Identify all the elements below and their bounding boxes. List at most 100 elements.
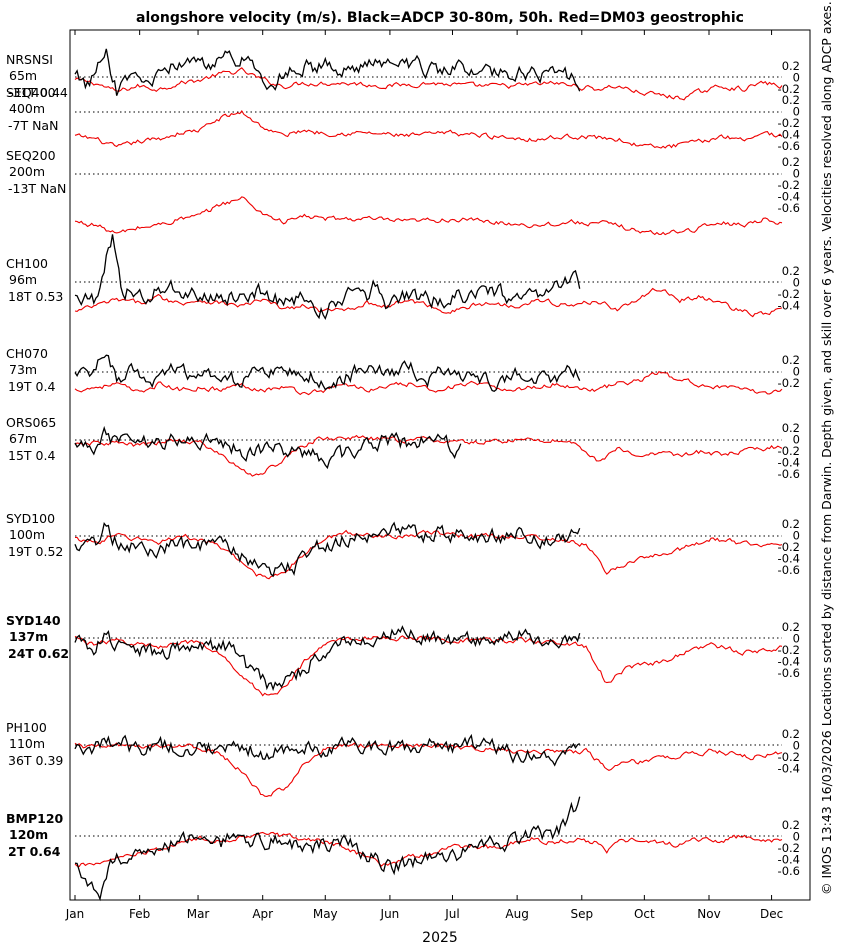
x-tick-label: May xyxy=(313,907,338,921)
y-tick-label: 0.2 xyxy=(782,59,800,73)
site-skill: -13T NaN xyxy=(8,181,66,196)
site-name: SEQ200 xyxy=(6,148,56,163)
y-tick-label: 0 xyxy=(793,830,800,844)
x-tick-label: Sep xyxy=(570,907,593,921)
site-name: SYD100 xyxy=(6,511,55,526)
y-tick-label: -0.4 xyxy=(778,853,800,867)
site-skill: 15T 0.4 xyxy=(8,448,55,463)
adcp-series xyxy=(74,48,581,96)
geostrophic-series xyxy=(74,110,783,149)
site-skill: -7T NaN xyxy=(8,118,58,133)
site-depth: 120m xyxy=(9,827,48,842)
site-depth: 65m xyxy=(9,68,37,83)
side-note: © IMOS 13:43 16/03/2026 Locations sorted… xyxy=(819,1,834,895)
y-tick-label: -0.2 xyxy=(778,841,800,855)
x-tick-label: Jun xyxy=(380,907,400,921)
y-tick-label: -0.4 xyxy=(778,762,800,776)
geostrophic-series xyxy=(74,742,783,797)
x-tick-label: Dec xyxy=(760,907,783,921)
y-tick-label: 0.2 xyxy=(782,727,800,741)
y-tick-label: 0.2 xyxy=(782,620,800,634)
geostrophic-series xyxy=(74,370,783,396)
y-tick-label: -0.2 xyxy=(778,178,800,192)
site-name: CH070 xyxy=(6,346,48,361)
y-tick-label: -0.2 xyxy=(778,540,800,554)
geostrophic-series xyxy=(74,67,783,101)
y-tick-label: -0.4 xyxy=(778,552,800,566)
geostrophic-series xyxy=(74,831,783,868)
y-tick-label: 0.2 xyxy=(782,421,800,435)
y-tick-label: 0.2 xyxy=(782,517,800,531)
site-depth: 73m xyxy=(9,362,37,377)
y-tick-label: 0.2 xyxy=(782,353,800,367)
y-tick-label: 0 xyxy=(793,276,800,290)
y-tick-label: -0.6 xyxy=(778,864,800,878)
site-depth: 100m xyxy=(9,527,45,542)
y-tick-label: 0 xyxy=(793,739,800,753)
x-tick-label: Apr xyxy=(252,907,273,921)
site-depth: 200m xyxy=(9,164,45,179)
y-tick-label: -0.6 xyxy=(778,467,800,481)
geostrophic-series xyxy=(74,196,783,236)
site-name: NRSNSI xyxy=(6,52,53,67)
y-tick-label: -0.2 xyxy=(778,116,800,130)
adcp-series xyxy=(74,796,581,902)
site-name: SYD140 xyxy=(6,613,61,628)
y-tick-label: -0.4 xyxy=(778,655,800,669)
plot-frame xyxy=(69,29,811,901)
geostrophic-series xyxy=(74,529,783,580)
y-tick-label: 0 xyxy=(793,105,800,119)
site-skill: 36T 0.39 xyxy=(8,753,63,768)
y-tick-label: 0 xyxy=(793,529,800,543)
y-tick-label: 0.2 xyxy=(782,818,800,832)
site-name: SEQ400 xyxy=(6,85,56,100)
site-skill: -31T 0.44 xyxy=(8,85,68,100)
y-tick-label: 0 xyxy=(793,632,800,646)
site-depth: 110m xyxy=(9,736,45,751)
x-tick-label: Jul xyxy=(444,907,459,921)
y-tick-label: 0.2 xyxy=(782,93,800,107)
y-tick-label: -0.2 xyxy=(778,444,800,458)
y-tick-label: -0.6 xyxy=(778,201,800,215)
adcp-series xyxy=(74,354,581,393)
site-skill: 2T 0.64 xyxy=(8,844,61,859)
y-tick-label: 0 xyxy=(793,433,800,447)
site-skill: 24T 0.62 xyxy=(8,646,69,661)
x-tick-label: Jan xyxy=(65,907,85,921)
x-tick-label: Oct xyxy=(634,907,655,921)
x-tick-label: Aug xyxy=(505,907,528,921)
y-tick-label: -0.6 xyxy=(778,666,800,680)
adcp-series xyxy=(74,425,462,470)
y-tick-label: -0.2 xyxy=(778,750,800,764)
y-tick-label: -0.4 xyxy=(778,456,800,470)
adcp-series xyxy=(74,234,581,321)
x-axis: Jan Feb Mar Apr May Jun Jul Aug Sep Oct Nov Dec xyxy=(65,30,783,921)
y-tick-label: -0.2 xyxy=(778,376,800,390)
adcp-series xyxy=(74,733,581,767)
adcp-series xyxy=(74,521,581,578)
chart-title: alongshore velocity (m/s). Black=ADCP 30… xyxy=(136,10,744,26)
geostrophic-series xyxy=(74,287,783,318)
site-name: ORS065 xyxy=(6,415,56,430)
y-tick-label: 0 xyxy=(793,365,800,379)
geostrophic-series xyxy=(74,635,783,697)
x-tick-label: Nov xyxy=(697,907,720,921)
site-depth: 400m xyxy=(9,101,45,116)
y-tick-label: -0.4 xyxy=(778,299,800,313)
x-tick-label: Mar xyxy=(187,907,210,921)
y-tick-label: -0.2 xyxy=(778,643,800,657)
x-tick-label: Feb xyxy=(129,907,150,921)
site-name: PH100 xyxy=(6,720,47,735)
y-tick-label: -0.6 xyxy=(778,563,800,577)
x-axis-label: 2025 xyxy=(422,930,458,946)
